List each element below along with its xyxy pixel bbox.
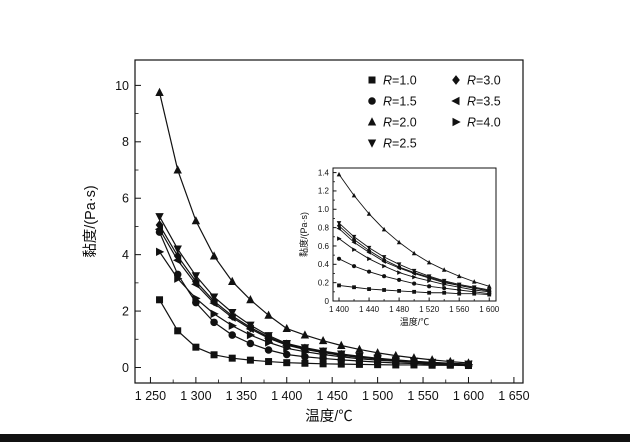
main-plot-y-tick-label: 0 [122,361,129,375]
legend-item-r-3-0: R=3.0 [452,73,501,87]
inset-plot-y-axis-label: 黏度/(Pa·s) [298,212,309,257]
inset-plot: 1 400 1 440 1 480 1 520 1 560 1 600 0 0.2 0.4 0.6… [298,167,500,327]
main-plot-x-axis-label: 温度/℃ [305,408,353,425]
inset-plot-y-tick-label: 1.0 [318,205,330,214]
main-plot-y-tick-label: 10 [115,79,129,93]
inset-plot-y-tick-label: 0.6 [318,242,330,251]
main-plot-y-tick-label: 8 [122,135,129,149]
inset-plot-y-tick-label: 0.4 [318,260,330,269]
main-plot-x-tick-label: 1 450 [317,389,348,403]
series-r-3-5 [336,226,492,294]
legend-label: R=1.5 [383,94,417,108]
series-r-1-5 [336,256,492,296]
legend-label: R=1.0 [383,73,417,87]
series-r-2-0 [336,171,492,289]
legend-label: R=3.5 [467,94,501,108]
main-plot-frame [134,59,524,384]
main-plot-y-axis-label: 黏度/(Pa·s) [82,185,99,258]
series-r-4-0 [156,247,474,369]
main-plot-x-tick-label: 1 400 [271,389,302,403]
series-r-4-0 [337,236,492,295]
screen-bottom-edge [0,434,630,442]
legend-item-r-4-0: R=4.0 [452,115,501,129]
main-plot: 1 250 1 300 1 350 1 400 1 450 1 500 1 550 1 600… [82,59,530,425]
series-r-1-0 [337,283,492,297]
inset-plot-y-tick-label: 1.4 [318,168,330,177]
inset-plot-y-tick-label: 0 [325,297,330,306]
legend-item-r-3-5: R=3.5 [451,94,501,108]
legend-item-r-1-5: R=1.5 [368,94,417,108]
inset-plot-x-tick-label: 1 600 [479,305,500,314]
inset-plot-y-tick-label: 1.2 [318,187,330,196]
main-plot-x-tick-label: 1 600 [453,389,484,403]
legend-label: R=2.0 [383,115,417,129]
main-plot-x-tick-label: 1 300 [180,389,211,403]
main-plot-x-tick-label: 1 650 [498,389,529,403]
legend-label: R=4.0 [467,115,501,129]
legend-item-r-2-0: R=2.0 [367,115,417,129]
inset-plot-x-axis-label: 温度/℃ [400,316,430,327]
legend-item-r-1-0: R=1.0 [368,73,417,87]
legend-label: R=2.5 [383,136,417,150]
inset-plot-x-tick-label: 1 440 [359,305,380,314]
main-plot-y-tick-label: 6 [122,192,129,206]
main-plot-x-tick-label: 1 250 [135,389,166,403]
main-plot-x-tick-label: 1 350 [226,389,257,403]
inset-plot-x-tick-label: 1 520 [419,305,440,314]
legend: R=1.0 R=1.5 R=2.0 R=2.5 R=3.0 R=3.5 R=4.0 [367,73,501,150]
inset-plot-x-tick-label: 1 560 [449,305,470,314]
main-plot-y-tick-label: 2 [122,304,129,318]
main-plot-x-tick-label: 1 500 [362,389,393,403]
inset-plot-y-tick-label: 0.8 [318,223,330,232]
inset-plot-y-tick-label: 0.2 [318,278,330,287]
legend-item-r-2-5: R=2.5 [367,136,417,150]
main-plot-y-tick-label: 4 [122,248,129,262]
inset-plot-x-tick-label: 1 400 [329,305,350,314]
inset-plot-x-tick-label: 1 480 [389,305,410,314]
main-plot-x-tick-label: 1 550 [407,389,438,403]
legend-label: R=3.0 [467,73,501,87]
